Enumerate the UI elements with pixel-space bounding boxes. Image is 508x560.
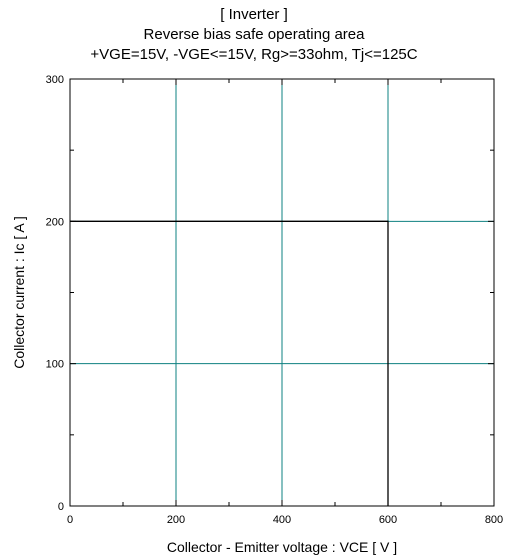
series-layer	[70, 220, 389, 506]
chart-title-line-2: Reverse bias safe operating area	[143, 26, 365, 43]
x-tick-label-0: 0	[67, 514, 73, 526]
plot-frame	[69, 78, 495, 507]
tick-label-layer: 0 200 400 600 800 0 100 200 300	[46, 74, 504, 526]
x-tick-label-600: 600	[379, 514, 397, 526]
x-tick-label-400: 400	[273, 514, 291, 526]
soa-boundary-line-0	[70, 220, 389, 506]
grid-layer	[70, 79, 494, 506]
y-tick-label-100: 100	[46, 359, 64, 371]
y-axis-label: Collector current : Ic [ A ]	[11, 216, 27, 369]
x-tick-label-200: 200	[167, 514, 185, 526]
y-tick-label-300: 300	[46, 74, 64, 86]
chart-title-line-3: +VGE=15V, -VGE<=15V, Rg>=33ohm, Tj<=125C	[90, 46, 418, 63]
chart-title-line-1: [ Inverter ]	[220, 6, 288, 23]
y-tick-label-200: 200	[46, 216, 64, 228]
x-tick-label-800: 800	[485, 514, 503, 526]
x-axis-label: Collector - Emitter voltage : VCE [ V ]	[167, 539, 397, 555]
y-tick-label-0: 0	[58, 501, 64, 513]
